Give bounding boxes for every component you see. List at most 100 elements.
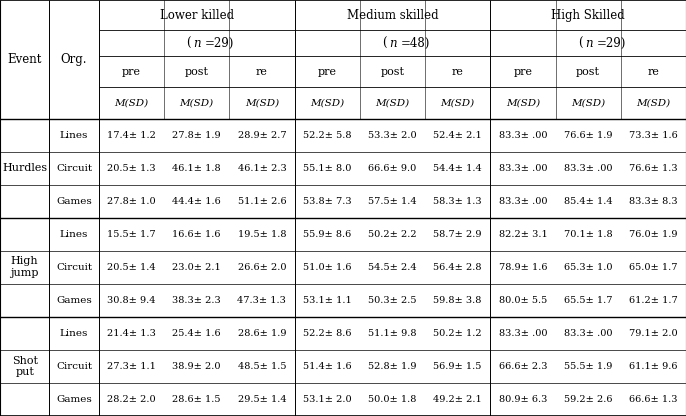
Text: 27.3± 1.1: 27.3± 1.1	[107, 362, 156, 371]
Text: 83.3± .00: 83.3± .00	[564, 329, 613, 338]
Text: 15.5± 1.7: 15.5± 1.7	[107, 230, 156, 239]
Text: 53.3± 2.0: 53.3± 2.0	[368, 131, 416, 140]
Text: M(SD): M(SD)	[637, 99, 670, 107]
Text: 53.8± 7.3: 53.8± 7.3	[303, 197, 351, 206]
Text: 65.3± 1.0: 65.3± 1.0	[564, 263, 613, 272]
Text: 26.6± 2.0: 26.6± 2.0	[237, 263, 286, 272]
Text: 83.3± .00: 83.3± .00	[499, 197, 547, 206]
Text: 27.8± 1.9: 27.8± 1.9	[172, 131, 221, 140]
Text: 48.5± 1.5: 48.5± 1.5	[237, 362, 286, 371]
Text: 17.4± 1.2: 17.4± 1.2	[107, 131, 156, 140]
Text: 56.4± 2.8: 56.4± 2.8	[434, 263, 482, 272]
Text: 78.9± 1.6: 78.9± 1.6	[499, 263, 547, 272]
Text: 56.9± 1.5: 56.9± 1.5	[434, 362, 482, 371]
Text: Games: Games	[56, 296, 92, 305]
Text: 54.4± 1.4: 54.4± 1.4	[434, 163, 482, 173]
Text: M(SD): M(SD)	[375, 99, 410, 107]
Text: 47.3± 1.3: 47.3± 1.3	[237, 296, 286, 305]
Text: 38.9± 2.0: 38.9± 2.0	[172, 362, 221, 371]
Text: 65.0± 1.7: 65.0± 1.7	[629, 263, 678, 272]
Text: (: (	[187, 37, 191, 50]
Text: 52.4± 2.1: 52.4± 2.1	[434, 131, 482, 140]
Text: pre: pre	[318, 67, 337, 77]
Text: n: n	[389, 37, 397, 50]
Text: re: re	[256, 67, 268, 77]
Text: 28.2± 2.0: 28.2± 2.0	[107, 395, 156, 404]
Text: 59.8± 3.8: 59.8± 3.8	[434, 296, 482, 305]
Text: 53.1± 1.1: 53.1± 1.1	[303, 296, 351, 305]
Text: Circuit: Circuit	[56, 362, 92, 371]
Text: Event: Event	[8, 53, 42, 66]
Text: 55.1± 8.0: 55.1± 8.0	[303, 163, 351, 173]
Text: 51.1± 9.8: 51.1± 9.8	[368, 329, 416, 338]
Text: =29): =29)	[596, 37, 626, 50]
Text: Org.: Org.	[61, 53, 87, 66]
Text: 55.9± 8.6: 55.9± 8.6	[303, 230, 351, 239]
Text: 52.8± 1.9: 52.8± 1.9	[368, 362, 416, 371]
Text: Games: Games	[56, 395, 92, 404]
Text: 28.6± 1.5: 28.6± 1.5	[172, 395, 221, 404]
Text: 57.5± 1.4: 57.5± 1.4	[368, 197, 416, 206]
Text: 30.8± 9.4: 30.8± 9.4	[107, 296, 156, 305]
Text: 51.0± 1.6: 51.0± 1.6	[303, 263, 351, 272]
Text: M(SD): M(SD)	[310, 99, 344, 107]
Text: Circuit: Circuit	[56, 263, 92, 272]
Text: 73.3± 1.6: 73.3± 1.6	[629, 131, 678, 140]
Text: M(SD): M(SD)	[506, 99, 540, 107]
Text: 50.3± 2.5: 50.3± 2.5	[368, 296, 416, 305]
Text: Lines: Lines	[60, 329, 88, 338]
Text: 83.3± .00: 83.3± .00	[499, 131, 547, 140]
Text: 61.2± 1.7: 61.2± 1.7	[629, 296, 678, 305]
Text: 54.5± 2.4: 54.5± 2.4	[368, 263, 416, 272]
Text: 23.0± 2.1: 23.0± 2.1	[172, 263, 221, 272]
Text: 16.6± 1.6: 16.6± 1.6	[172, 230, 221, 239]
Text: 66.6± 1.3: 66.6± 1.3	[629, 395, 678, 404]
Text: Shot
put: Shot put	[12, 356, 38, 377]
Text: 58.3± 1.3: 58.3± 1.3	[434, 197, 482, 206]
Text: re: re	[648, 67, 659, 77]
Text: 79.1± 2.0: 79.1± 2.0	[629, 329, 678, 338]
Text: (: (	[578, 37, 582, 50]
Text: 51.4± 1.6: 51.4± 1.6	[303, 362, 351, 371]
Text: 27.8± 1.0: 27.8± 1.0	[107, 197, 156, 206]
Text: 51.1± 2.6: 51.1± 2.6	[237, 197, 286, 206]
Text: 20.5± 1.4: 20.5± 1.4	[107, 263, 156, 272]
Text: M(SD): M(SD)	[440, 99, 475, 107]
Text: 52.2± 5.8: 52.2± 5.8	[303, 131, 351, 140]
Text: 29.5± 1.4: 29.5± 1.4	[237, 395, 286, 404]
Text: 58.7± 2.9: 58.7± 2.9	[434, 230, 482, 239]
Text: 38.3± 2.3: 38.3± 2.3	[172, 296, 221, 305]
Text: =29): =29)	[205, 37, 234, 50]
Text: 76.6± 1.9: 76.6± 1.9	[564, 131, 613, 140]
Text: M(SD): M(SD)	[115, 99, 148, 107]
Text: pre: pre	[122, 67, 141, 77]
Text: Medium skilled: Medium skilled	[346, 9, 438, 22]
Text: M(SD): M(SD)	[571, 99, 605, 107]
Text: 83.3± .00: 83.3± .00	[499, 329, 547, 338]
Text: Lower killed: Lower killed	[160, 9, 234, 22]
Text: High
jump: High jump	[10, 257, 39, 278]
Text: 25.4± 1.6: 25.4± 1.6	[172, 329, 221, 338]
Text: Lines: Lines	[60, 230, 88, 239]
Text: 83.3± .00: 83.3± .00	[499, 163, 547, 173]
Text: 65.5± 1.7: 65.5± 1.7	[564, 296, 613, 305]
Text: n: n	[193, 37, 201, 50]
Text: 50.0± 1.8: 50.0± 1.8	[368, 395, 416, 404]
Text: n: n	[584, 37, 592, 50]
Text: 85.4± 1.4: 85.4± 1.4	[564, 197, 613, 206]
Text: 83.3± 8.3: 83.3± 8.3	[629, 197, 678, 206]
Text: 76.0± 1.9: 76.0± 1.9	[629, 230, 678, 239]
Text: 55.5± 1.9: 55.5± 1.9	[564, 362, 613, 371]
Text: =48): =48)	[401, 37, 430, 50]
Text: 53.1± 2.0: 53.1± 2.0	[303, 395, 351, 404]
Text: 61.1± 9.6: 61.1± 9.6	[629, 362, 678, 371]
Text: (: (	[382, 37, 387, 50]
Text: 28.6± 1.9: 28.6± 1.9	[237, 329, 286, 338]
Text: 70.1± 1.8: 70.1± 1.8	[564, 230, 613, 239]
Text: Games: Games	[56, 197, 92, 206]
Text: 83.3± .00: 83.3± .00	[564, 163, 613, 173]
Text: post: post	[185, 67, 209, 77]
Text: 49.2± 2.1: 49.2± 2.1	[434, 395, 482, 404]
Text: 50.2± 2.2: 50.2± 2.2	[368, 230, 416, 239]
Text: re: re	[451, 67, 464, 77]
